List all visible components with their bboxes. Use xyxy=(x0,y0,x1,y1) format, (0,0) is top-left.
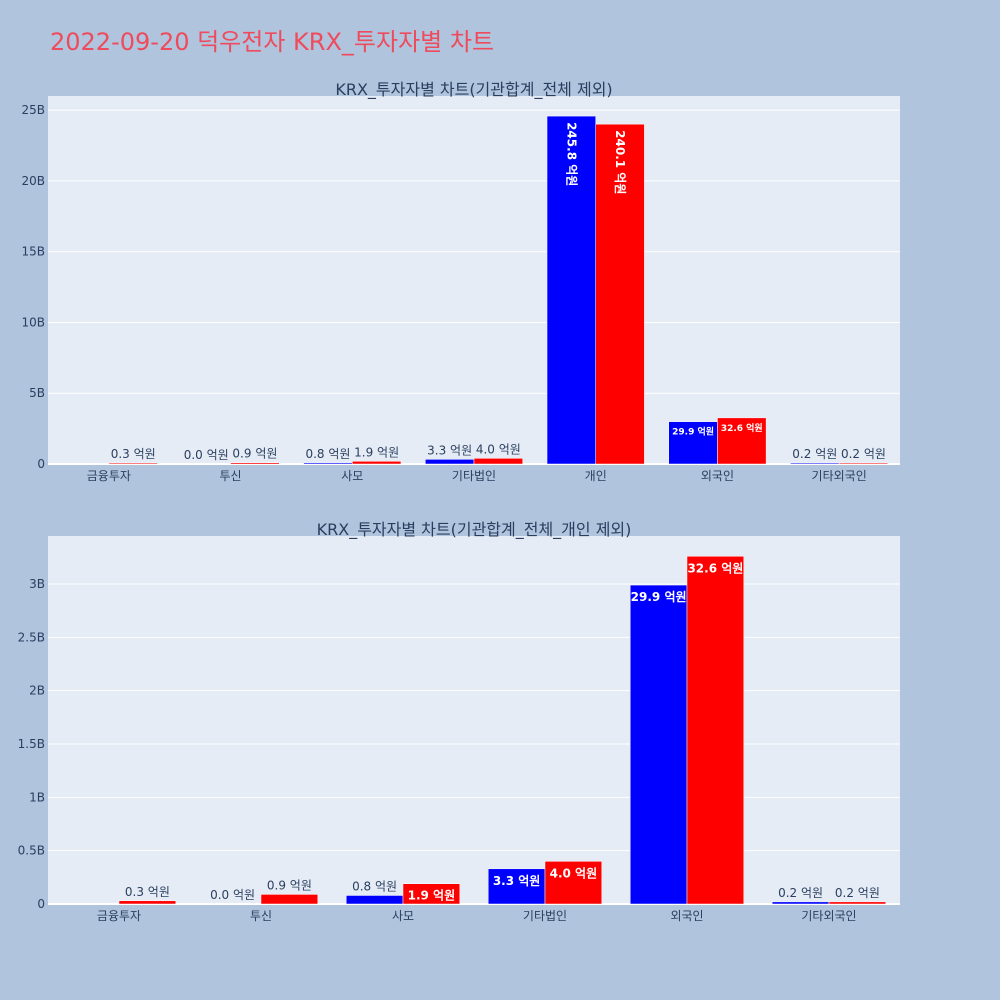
bottom-chart-bar xyxy=(629,584,688,905)
top-chart-x-tick-label: 외국인 xyxy=(701,469,734,483)
bottom-chart-y-tick-label: 3B xyxy=(29,577,45,591)
bottom-chart-plot-area xyxy=(48,536,900,904)
top-chart-data-label: 0.9 억원 xyxy=(232,447,277,461)
bottom-chart-y-tick-label: 1.5B xyxy=(18,737,45,751)
top-chart-bar xyxy=(717,417,767,465)
top-chart-data-label: 245.8 억원 xyxy=(564,122,578,186)
bottom-chart-bar xyxy=(544,861,603,905)
page-title: 2022-09-20 덕우전자 KRX_투자자별 차트 xyxy=(50,28,495,56)
top-chart-y-tick-label: 25B xyxy=(21,103,45,117)
top-chart-y-tick-label: 20B xyxy=(21,174,45,188)
bottom-chart-x-tick-label: 외국인 xyxy=(670,909,703,923)
top-chart-bar xyxy=(473,458,523,465)
bottom-chart-data-label: 3.3 억원 xyxy=(493,874,541,888)
bottom-chart-data-label: 4.0 억원 xyxy=(550,866,598,880)
bottom-chart-y-tick-label: 0.5B xyxy=(18,844,45,858)
top-chart-data-label: 0.8 억원 xyxy=(305,447,350,461)
bottom-chart-y-tick-label: 2B xyxy=(29,684,45,698)
bottom-chart-x-tick-label: 기타법인 xyxy=(523,909,567,923)
bottom-chart-x-tick-label: 금융투자 xyxy=(97,909,141,923)
top-chart-data-label: 0.3 억원 xyxy=(111,447,156,461)
top-chart-bar xyxy=(230,462,280,465)
top-chart-data-label: 0.0 억원 xyxy=(184,448,229,462)
top-chart-data-label: 1.9 억원 xyxy=(354,445,399,459)
bottom-chart-bar xyxy=(771,901,830,905)
top-chart-title: KRX_투자자별 차트(기관합계_전체 제외) xyxy=(335,80,612,100)
bottom-chart-bar xyxy=(828,901,887,905)
bottom-chart-data-label: 0.2 억원 xyxy=(835,886,880,900)
top-chart-data-label: 3.3 억원 xyxy=(427,443,472,457)
top-chart-x-tick-label: 투신 xyxy=(220,469,242,483)
bottom-chart-bar xyxy=(686,556,745,905)
top-chart-data-label: 0.2 억원 xyxy=(792,447,837,461)
bottom-chart-x-tick-label: 기타외국인 xyxy=(801,909,856,923)
bottom-chart-title: KRX_투자자별 차트(기관합계_전체_개인 제외) xyxy=(317,520,632,540)
bottom-chart-y-tick-label: 2.5B xyxy=(18,630,45,644)
top-chart-bar xyxy=(668,421,718,465)
top-chart-bar xyxy=(352,461,402,465)
top-chart-y-tick-label: 15B xyxy=(21,245,45,259)
bottom-chart-data-label: 0.0 억원 xyxy=(210,888,255,902)
bottom-chart-data-label: 32.6 억원 xyxy=(687,561,743,575)
bottom-chart-bar xyxy=(345,895,404,905)
top-chart-x-tick-label: 사모 xyxy=(341,469,363,483)
top-chart-bar xyxy=(108,462,158,465)
bottom-chart-y-tick-label: 1B xyxy=(29,790,45,804)
top-chart-data-label: 4.0 억원 xyxy=(476,442,521,456)
bottom-chart-bar xyxy=(402,883,461,905)
top-chart-x-tick-label: 개인 xyxy=(585,469,607,483)
bottom-chart-y-tick-label: 0 xyxy=(37,897,45,911)
top-chart-data-label: 32.6 억원 xyxy=(721,422,763,434)
top-chart-data-label: 29.9 억원 xyxy=(672,426,714,438)
chart-top: 0 5B 10B 15B 20B 25B KRX_투자자별 차트(기관합계_전체 제외) 금융… xyxy=(21,80,900,483)
bottom-chart-data-label: 0.3 억원 xyxy=(125,885,170,899)
bottom-chart-bar xyxy=(118,900,177,905)
bottom-chart-data-label: 0.2 억원 xyxy=(778,886,823,900)
top-chart-bar xyxy=(595,123,645,465)
bottom-chart-bar xyxy=(487,868,546,905)
top-chart-data-label: 0.2 억원 xyxy=(841,447,886,461)
top-chart-bar xyxy=(838,462,889,465)
top-chart-y-tick-label: 10B xyxy=(21,315,45,329)
top-chart-bar xyxy=(546,115,596,465)
top-chart-plot-area xyxy=(48,96,900,464)
top-chart-x-tick-label: 기타외국인 xyxy=(812,469,867,483)
bottom-chart-x-tick-label: 사모 xyxy=(392,909,414,923)
bottom-chart-data-label: 29.9 억원 xyxy=(631,590,687,604)
bottom-chart-x-tick-label: 투신 xyxy=(250,909,272,923)
bottom-chart-data-label: 0.9 억원 xyxy=(267,878,312,892)
top-chart-x-tick-label: 기타법인 xyxy=(452,469,496,483)
top-chart-data-label: 240.1 억원 xyxy=(613,130,627,194)
top-chart-y-tick-label: 0 xyxy=(37,457,45,471)
bottom-chart-bar xyxy=(260,894,319,905)
bottom-chart-data-label: 1.9 억원 xyxy=(408,889,456,903)
top-chart-y-tick-label: 5B xyxy=(29,386,45,400)
bottom-chart-data-label: 0.8 억원 xyxy=(352,879,397,893)
top-chart-x-tick-label: 금융투자 xyxy=(87,469,131,483)
